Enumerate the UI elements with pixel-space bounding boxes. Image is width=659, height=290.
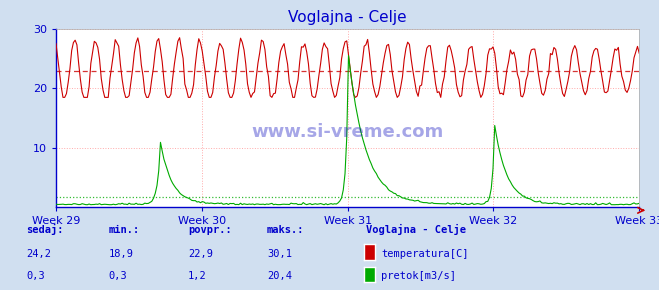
- Text: sedaj:: sedaj:: [26, 224, 64, 235]
- Text: Voglajna - Celje: Voglajna - Celje: [366, 224, 466, 235]
- Title: Voglajna - Celje: Voglajna - Celje: [288, 10, 407, 25]
- Text: 20,4: 20,4: [267, 271, 292, 281]
- Text: www.si-vreme.com: www.si-vreme.com: [252, 124, 444, 142]
- Text: maks.:: maks.:: [267, 225, 304, 235]
- Text: povpr.:: povpr.:: [188, 225, 231, 235]
- Text: 1,2: 1,2: [188, 271, 206, 281]
- Text: temperatura[C]: temperatura[C]: [381, 249, 469, 259]
- Text: min.:: min.:: [109, 225, 140, 235]
- Text: 0,3: 0,3: [26, 271, 45, 281]
- Text: 22,9: 22,9: [188, 249, 213, 259]
- Text: 24,2: 24,2: [26, 249, 51, 259]
- Text: 30,1: 30,1: [267, 249, 292, 259]
- Text: 18,9: 18,9: [109, 249, 134, 259]
- Text: 0,3: 0,3: [109, 271, 127, 281]
- Text: pretok[m3/s]: pretok[m3/s]: [381, 271, 456, 281]
